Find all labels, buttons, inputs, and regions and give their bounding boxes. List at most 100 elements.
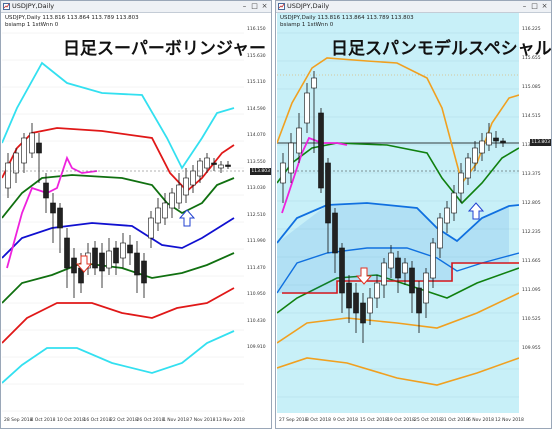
price-tick-label: 112.805	[522, 201, 541, 206]
candle-body	[57, 207, 63, 229]
candle-body	[409, 267, 415, 294]
middle-band	[2, 217, 235, 259]
date-tick-label: 13 Nov 2018	[216, 418, 245, 423]
price-tick-label: 112.235	[522, 230, 541, 235]
candle-body	[169, 192, 175, 209]
candle-body	[183, 177, 189, 196]
left-price-chart[interactable]	[2, 13, 244, 413]
candle-body	[36, 142, 42, 154]
candle-body	[5, 162, 11, 189]
buy-signal-arrow-icon	[467, 202, 485, 220]
candle-body	[280, 162, 286, 184]
candle-body	[113, 247, 119, 264]
candle-body	[430, 242, 436, 279]
price-tick-label: 113.375	[522, 172, 541, 177]
date-tick-label: 7 Nov 2018	[189, 418, 216, 423]
candle-body	[43, 182, 49, 199]
sell-signal-arrow-icon	[75, 255, 93, 273]
price-tick-label: 111.665	[522, 259, 541, 264]
date-tick-label: 22 Oct 2018	[110, 418, 138, 423]
date-tick-label: 12 Nov 2018	[495, 418, 524, 423]
candle-body	[288, 142, 294, 174]
candle-body	[402, 262, 408, 274]
price-tick-label: 111.095	[522, 288, 541, 293]
candle-body	[444, 207, 450, 224]
candle-body	[141, 260, 147, 284]
left-chart-window[interactable]: USDJPY,Daily – □ × USDJPY,Daily 113.816 …	[0, 0, 272, 429]
candle-body	[451, 192, 457, 214]
candle-body	[339, 247, 345, 294]
candle-body	[162, 202, 168, 219]
candle-body	[458, 172, 464, 194]
candle-body	[211, 162, 217, 165]
price-tick-label: 115.110	[247, 80, 266, 85]
price-tick-label: 115.630	[247, 53, 266, 59]
span-line-red	[282, 262, 519, 294]
right-time-axis: 27 Sep 2018 3 Oct 2018 9 Oct 2018 15 Oct 20…	[277, 416, 524, 426]
candle-body	[381, 262, 387, 286]
candle-body	[99, 252, 105, 272]
candle-body	[190, 170, 196, 186]
date-tick-label: 25 Oct 2018	[414, 418, 442, 423]
right-title-bar[interactable]: USDJPY,Daily – □ ×	[276, 1, 551, 13]
maximize-button[interactable]: □	[531, 2, 538, 10]
price-tick-label: 109.910	[247, 345, 266, 350]
candle-body	[395, 257, 401, 279]
maximize-button[interactable]: □	[251, 2, 258, 10]
lower-band-3sigma	[2, 330, 235, 384]
close-button[interactable]: ×	[541, 2, 548, 10]
price-tick-label: 115.085	[522, 85, 541, 90]
candle-body	[346, 282, 352, 309]
candle-body	[493, 137, 499, 142]
minimize-button[interactable]: –	[522, 2, 527, 10]
right-window-title: USDJPY,Daily	[287, 2, 330, 10]
candle-body	[64, 237, 70, 269]
date-tick-label: 15 Oct 2018	[360, 418, 388, 423]
chart-window-icon	[278, 3, 285, 10]
date-tick-label: 26 Oct 2018	[136, 418, 165, 423]
candle-body	[388, 252, 394, 269]
candle-body	[29, 132, 35, 154]
base-line-blue	[277, 247, 519, 294]
price-tick-label: 116.150	[247, 27, 266, 32]
price-tick-label: 114.070	[247, 133, 266, 138]
candle-body	[92, 247, 98, 269]
date-tick-label: 1 Nov 2018	[163, 418, 189, 423]
date-tick-label: 4 Oct 2018	[30, 418, 56, 423]
candle-body	[437, 217, 443, 249]
upper-band-1sigma	[2, 174, 235, 219]
minimize-button[interactable]: –	[242, 2, 247, 10]
candle-body	[134, 252, 140, 276]
left-chart-heading: 日足スーパーボリンジャー	[63, 39, 266, 59]
price-tick-label: 110.525	[522, 317, 541, 322]
price-tick-label: 115.655	[522, 56, 541, 61]
candle-body	[486, 132, 492, 146]
left-symbol-info: USDJPY,Daily 113.816 113.864 113.789 113…	[5, 15, 139, 21]
date-tick-label: 31 Oct 2018	[441, 418, 469, 423]
candle-body	[148, 217, 154, 239]
date-tick-label: 9 Oct 2018	[333, 418, 358, 423]
lower-band-1sigma	[2, 252, 235, 304]
chikou-span	[281, 136, 348, 214]
price-tick-label: 114.590	[247, 106, 266, 112]
candle-body	[155, 207, 161, 224]
candle-body	[127, 244, 133, 254]
close-button[interactable]: ×	[261, 2, 268, 10]
left-title-bar[interactable]: USDJPY,Daily – □ ×	[1, 1, 271, 13]
upper-band-green	[277, 142, 519, 205]
candle-body	[416, 287, 422, 314]
lower-band-orange-outer	[277, 357, 519, 386]
left-window-title: USDJPY,Daily	[12, 2, 55, 10]
date-tick-label: 10 Oct 2018	[57, 418, 85, 423]
right-price-chart[interactable]	[277, 13, 519, 413]
candle-body	[465, 157, 471, 179]
candle-body	[218, 164, 224, 169]
price-tick-label: 112.510	[247, 212, 266, 218]
candle-body	[353, 292, 359, 314]
date-tick-label: 19 Oct 2018	[387, 418, 415, 423]
right-chart-window[interactable]: USDJPY,Daily – □ × USDJPY,Daily 113.816 …	[275, 0, 552, 429]
candle-body	[50, 202, 56, 214]
price-tick-label: 114.515	[522, 114, 541, 119]
upper-band-2sigma	[2, 127, 235, 193]
upper-band-orange	[277, 57, 519, 185]
